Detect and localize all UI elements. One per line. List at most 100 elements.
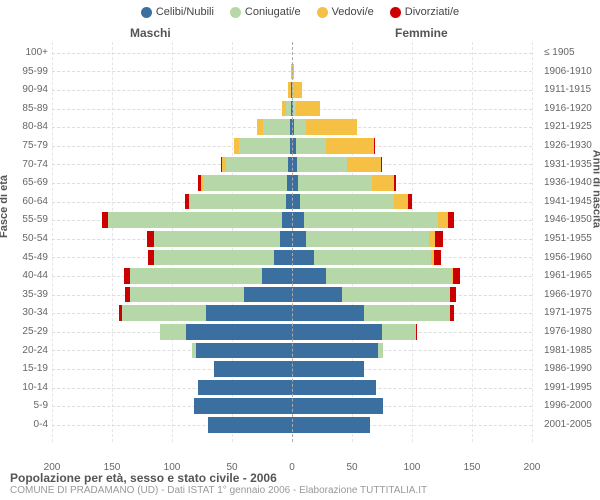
centerline [292,42,293,442]
bar-segment [372,175,394,191]
age-label: 35-39 [0,290,48,300]
legend-item: Coniugati/e [230,6,301,18]
female-bar [292,417,370,433]
birth-year-label: 1961-1965 [544,271,600,281]
male-bar [102,212,292,228]
male-bar [148,250,292,266]
legend-swatch [390,7,401,18]
bar-segment [306,119,356,135]
bar-segment [342,287,450,303]
bar-segment [226,157,288,173]
legend-swatch [141,7,152,18]
male-bar [214,361,292,377]
bar-segment [147,231,154,247]
male-bar [282,101,292,117]
birth-year-label: 2001-2005 [544,420,600,430]
age-label: 85-89 [0,104,48,114]
male-bar [194,398,292,414]
bar-segment [296,101,320,117]
bar-segment [196,343,292,359]
bar-segment [394,194,408,210]
bar-segment [244,287,292,303]
bar-segment [453,268,460,284]
age-label: 70-74 [0,160,48,170]
female-bar [292,324,417,340]
birth-year-label: 1976-1980 [544,327,600,337]
bar-segment [382,324,416,340]
bar-segment [282,212,292,228]
bar-segment [206,305,292,321]
female-bar [292,380,376,396]
male-bar [160,324,292,340]
legend-item: Vedovi/e [317,6,374,18]
bar-segment [292,287,342,303]
header-female: Femmine [395,26,448,40]
legend-item: Divorziati/e [390,6,459,18]
age-label: 50-54 [0,234,48,244]
legend: Celibi/Nubili Coniugati/e Vedovi/e Divorzia… [0,0,600,20]
bar-segment [448,212,454,228]
male-bar [221,157,292,173]
bar-segment [108,212,282,228]
bar-segment [292,417,370,433]
birth-year-label: 1936-1940 [544,178,600,188]
female-bar [292,157,382,173]
legend-swatch [230,7,241,18]
bar-segment [292,250,314,266]
bar-segment [203,175,287,191]
female-bar [292,82,302,98]
age-label: 65-69 [0,178,48,188]
bar-segment [130,268,262,284]
legend-label: Coniugati/e [245,6,301,18]
male-bar [257,119,292,135]
bar-segment [306,231,428,247]
bar-segment [292,305,364,321]
birth-year-label: 1986-1990 [544,364,600,374]
age-label: 10-14 [0,383,48,393]
bar-segment [394,175,396,191]
bar-segment [292,361,364,377]
bar-segment [416,324,417,340]
age-label: 80-84 [0,122,48,132]
age-label: 55-59 [0,215,48,225]
male-bar [192,343,292,359]
age-label: 75-79 [0,141,48,151]
female-bar [292,250,441,266]
age-label: 5-9 [0,401,48,411]
legend-label: Celibi/Nubili [156,6,214,18]
legend-label: Divorziati/e [405,6,459,18]
birth-year-label: 1941-1945 [544,197,600,207]
female-bar [292,194,412,210]
male-bar [125,287,292,303]
age-label: 0-4 [0,420,48,430]
birth-year-label: 1931-1935 [544,160,600,170]
male-bar [119,305,292,321]
bar-segment [154,231,280,247]
chart-area [52,42,532,442]
age-label: 20-24 [0,346,48,356]
bar-segment [292,324,382,340]
male-bar [208,417,292,433]
female-bar [292,287,456,303]
bar-segment [293,82,301,98]
male-bar [124,268,292,284]
birth-year-label: 1966-1970 [544,290,600,300]
birth-year-label: 1971-1975 [544,308,600,318]
birth-year-label: 1981-1985 [544,346,600,356]
bar-segment [297,157,347,173]
age-label: 90-94 [0,85,48,95]
male-bar [185,194,292,210]
female-bar [292,101,320,117]
age-label: 30-34 [0,308,48,318]
bar-segment [296,138,326,154]
birth-year-label: 1991-1995 [544,383,600,393]
birth-year-label: 1926-1930 [544,141,600,151]
bar-segment [408,194,412,210]
bar-segment [239,138,289,154]
bar-segment [194,398,292,414]
bar-segment [450,287,456,303]
male-bar [198,175,292,191]
header-male: Maschi [130,26,171,40]
bar-segment [292,380,376,396]
bar-segment [378,343,383,359]
